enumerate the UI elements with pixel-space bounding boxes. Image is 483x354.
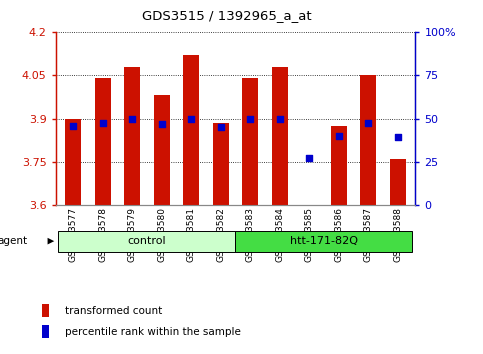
Text: transformed count: transformed count <box>66 306 163 316</box>
Text: agent: agent <box>0 236 28 246</box>
Bar <box>271 67 288 205</box>
Text: htt-171-82Q: htt-171-82Q <box>290 236 358 246</box>
Bar <box>390 159 406 205</box>
Bar <box>330 126 347 205</box>
Point <box>246 116 254 121</box>
Text: percentile rank within the sample: percentile rank within the sample <box>66 327 242 337</box>
Bar <box>42 304 49 317</box>
Bar <box>360 75 376 205</box>
Bar <box>154 96 170 205</box>
Point <box>217 124 225 130</box>
Point <box>99 120 107 126</box>
Point <box>128 116 136 121</box>
Point <box>158 121 166 127</box>
Bar <box>65 119 81 205</box>
Bar <box>95 78 111 205</box>
Bar <box>42 325 49 338</box>
Text: GDS3515 / 1392965_a_at: GDS3515 / 1392965_a_at <box>142 9 312 22</box>
Bar <box>124 67 141 205</box>
Bar <box>213 123 229 205</box>
Point <box>187 116 195 121</box>
Point <box>305 155 313 160</box>
Point <box>394 134 401 139</box>
Point <box>364 120 372 126</box>
Bar <box>242 78 258 205</box>
Text: control: control <box>128 236 166 246</box>
Bar <box>183 55 199 205</box>
FancyBboxPatch shape <box>58 231 236 252</box>
FancyBboxPatch shape <box>236 231 412 252</box>
Point <box>276 116 284 121</box>
Point <box>70 124 77 129</box>
Point <box>335 133 342 139</box>
